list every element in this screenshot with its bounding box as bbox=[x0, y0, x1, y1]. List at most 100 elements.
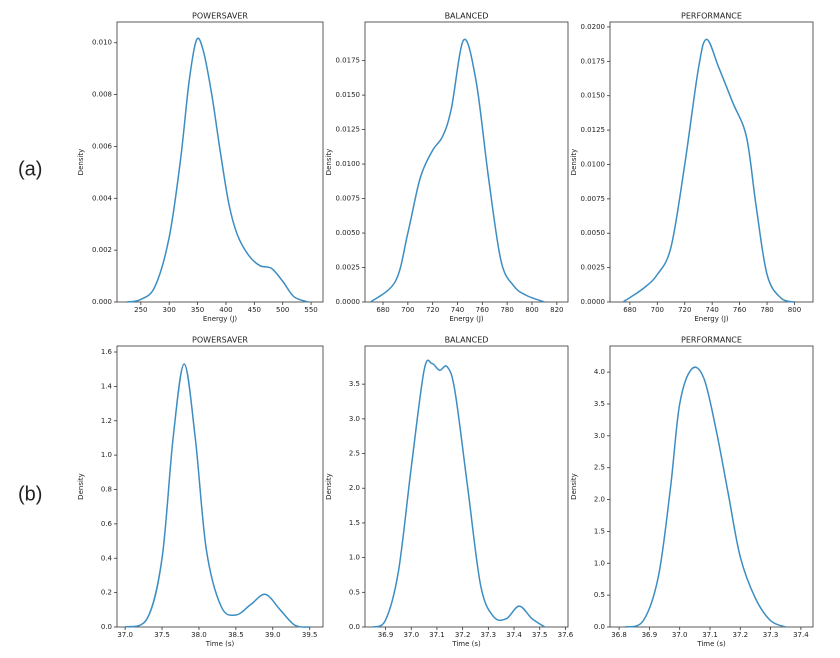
y-tick-label: 0.0125 bbox=[336, 126, 361, 134]
y-tick-label: 0.8 bbox=[101, 486, 112, 494]
y-tick-label: 0.5 bbox=[349, 588, 360, 596]
chart-title: POWERSAVER bbox=[192, 12, 248, 21]
y-tick-label: 0.0 bbox=[101, 623, 112, 631]
y-tick-label: 0.0025 bbox=[336, 264, 361, 272]
x-tick-label: 780 bbox=[500, 306, 513, 314]
axes-frame bbox=[364, 345, 569, 628]
x-tick-label: 800 bbox=[788, 306, 801, 314]
chart-title: BALANCED bbox=[445, 336, 489, 345]
y-tick-label: 1.0 bbox=[594, 559, 605, 567]
density-line bbox=[622, 38, 795, 303]
x-tick-label: 820 bbox=[550, 306, 563, 314]
x-tick-label: 700 bbox=[651, 306, 664, 314]
y-tick-label: 0.0025 bbox=[581, 264, 606, 272]
x-axis-label: Energy (J) bbox=[449, 315, 484, 323]
x-tick-label: 680 bbox=[376, 306, 389, 314]
y-tick-label: 1.4 bbox=[101, 382, 113, 390]
y-tick-label: 0.0000 bbox=[581, 298, 606, 306]
chart-title: PERFORMANCE bbox=[681, 12, 742, 21]
x-tick-label: 37.5 bbox=[154, 631, 170, 639]
x-tick-label: 37.2 bbox=[455, 631, 471, 639]
y-tick-label: 0.002 bbox=[92, 246, 112, 254]
chart-title: PERFORMANCE bbox=[681, 336, 742, 345]
y-axis-label: Density bbox=[325, 473, 333, 500]
x-axis-label: Time (s) bbox=[205, 640, 235, 648]
y-tick-label: 1.5 bbox=[594, 527, 605, 535]
axes-frame bbox=[609, 345, 814, 628]
y-tick-label: 1.0 bbox=[101, 451, 112, 459]
x-tick-label: 37.6 bbox=[558, 631, 574, 639]
y-axis-label: Density bbox=[570, 149, 578, 176]
x-tick-label: 720 bbox=[426, 306, 439, 314]
axes-frame bbox=[116, 21, 324, 303]
y-tick-label: 3.0 bbox=[349, 415, 360, 423]
density-line bbox=[624, 366, 787, 628]
x-tick-label: 36.9 bbox=[378, 631, 394, 639]
x-tick-label: 740 bbox=[451, 306, 464, 314]
x-tick-label: 300 bbox=[163, 306, 176, 314]
y-tick-label: 2.5 bbox=[349, 450, 360, 458]
y-tick-label: 0.0125 bbox=[581, 126, 606, 134]
y-tick-label: 0.2 bbox=[101, 589, 112, 597]
x-tick-label: 36.9 bbox=[642, 631, 658, 639]
x-tick-label: 740 bbox=[705, 306, 718, 314]
y-tick-label: 0.0150 bbox=[581, 92, 606, 100]
y-tick-label: 0.0 bbox=[594, 623, 605, 631]
y-tick-label: 1.0 bbox=[349, 554, 360, 562]
x-tick-label: 780 bbox=[760, 306, 773, 314]
x-tick-label: 39.5 bbox=[302, 631, 318, 639]
x-tick-label: 400 bbox=[219, 306, 232, 314]
x-tick-label: 37.5 bbox=[532, 631, 548, 639]
x-tick-label: 37.4 bbox=[793, 631, 809, 639]
y-tick-label: 0.0075 bbox=[336, 195, 361, 203]
density-line bbox=[124, 363, 310, 628]
y-tick-label: 0.0075 bbox=[581, 195, 606, 203]
x-tick-label: 350 bbox=[191, 306, 204, 314]
x-tick-label: 37.3 bbox=[481, 631, 497, 639]
x-tick-label: 36.8 bbox=[611, 631, 627, 639]
y-tick-label: 0.4 bbox=[101, 554, 113, 562]
y-tick-label: 0.0000 bbox=[336, 298, 361, 306]
y-tick-label: 0.0175 bbox=[336, 57, 361, 65]
y-tick-label: 0.008 bbox=[92, 91, 112, 99]
x-tick-label: 500 bbox=[276, 306, 289, 314]
y-tick-label: 0.0175 bbox=[581, 57, 606, 65]
x-tick-label: 39.0 bbox=[265, 631, 281, 639]
y-tick-label: 3.0 bbox=[594, 432, 605, 440]
x-tick-label: 800 bbox=[525, 306, 538, 314]
x-tick-label: 37.0 bbox=[117, 631, 133, 639]
y-tick-label: 0.0150 bbox=[336, 91, 361, 99]
y-tick-label: 1.6 bbox=[101, 348, 113, 356]
x-tick-label: 37.0 bbox=[403, 631, 419, 639]
y-tick-label: 0.5 bbox=[594, 591, 605, 599]
x-axis-label: Energy (J) bbox=[694, 315, 729, 323]
x-tick-label: 760 bbox=[733, 306, 746, 314]
density-line bbox=[370, 38, 545, 303]
density-line bbox=[372, 359, 546, 628]
y-axis-label: Density bbox=[77, 149, 85, 176]
x-tick-label: 37.1 bbox=[702, 631, 718, 639]
x-tick-label: 720 bbox=[678, 306, 691, 314]
y-tick-label: 0.004 bbox=[92, 194, 113, 202]
x-tick-label: 250 bbox=[134, 306, 147, 314]
y-tick-label: 0.000 bbox=[92, 298, 112, 306]
y-tick-label: 0.0200 bbox=[581, 23, 606, 31]
axes-frame bbox=[364, 21, 569, 303]
y-tick-label: 2.0 bbox=[594, 496, 605, 504]
x-tick-label: 37.2 bbox=[732, 631, 748, 639]
y-tick-label: 0.0050 bbox=[581, 229, 606, 237]
x-tick-label: 680 bbox=[623, 306, 636, 314]
x-tick-label: 38.5 bbox=[228, 631, 244, 639]
x-tick-label: 38.0 bbox=[191, 631, 207, 639]
y-tick-label: 3.5 bbox=[349, 380, 360, 388]
y-tick-label: 0.0050 bbox=[336, 229, 361, 237]
x-tick-label: 760 bbox=[476, 306, 489, 314]
y-axis-label: Density bbox=[77, 473, 85, 500]
y-tick-label: 4.0 bbox=[594, 368, 605, 376]
y-tick-label: 0.0100 bbox=[336, 160, 361, 168]
y-tick-label: 2.5 bbox=[594, 464, 605, 472]
x-tick-label: 700 bbox=[401, 306, 414, 314]
y-tick-label: 0.6 bbox=[101, 520, 113, 528]
y-axis-label: Density bbox=[570, 473, 578, 500]
